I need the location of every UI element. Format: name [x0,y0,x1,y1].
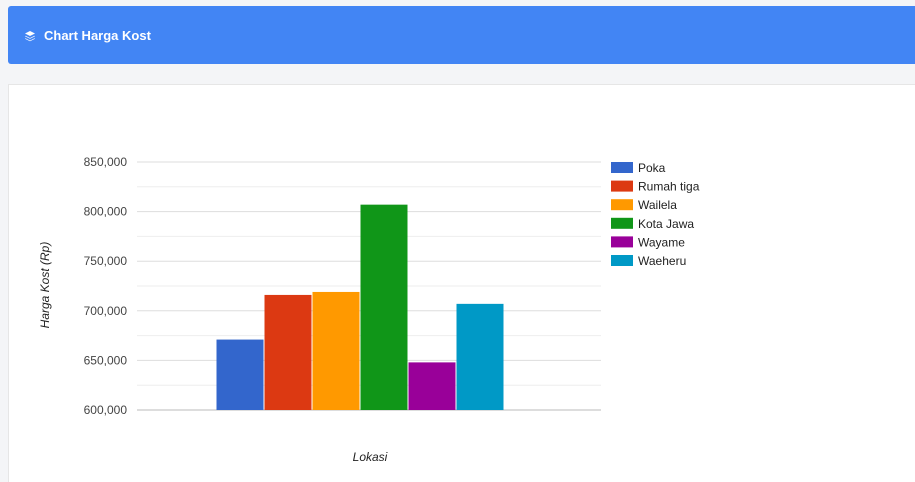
legend-swatch [611,180,633,192]
y-tick-label: 650,000 [84,353,128,367]
legend: Poka Rumah tiga Wailela Kota Jawa Wayame Waeh… [611,161,700,268]
bar-kota-jawa[interactable] [360,204,408,410]
legend-label: Kota Jawa [638,217,694,231]
legend-item[interactable]: Kota Jawa [611,217,694,231]
bar-chart: 600,000 650,000 700,000 750,000 800,000 850,0… [38,155,700,464]
y-tick-label: 750,000 [84,254,128,268]
bar-wayame[interactable] [408,362,456,410]
card-header: Chart Harga Kost [8,6,915,64]
legend-item[interactable]: Waeheru [611,254,686,268]
legend-swatch [611,199,633,211]
legend-label: Waeheru [638,254,686,268]
legend-label: Poka [638,161,666,175]
legend-item[interactable]: Poka [611,161,666,175]
legend-swatch [611,236,633,248]
legend-label: Wailela [638,198,677,212]
legend-swatch [611,217,633,229]
bar-waeheru[interactable] [456,303,504,410]
bar-wailela[interactable] [312,291,360,410]
legend-swatch [611,255,633,266]
page-title: Chart Harga Kost [44,27,151,43]
layers-icon [24,29,36,42]
legend-label: Wayame [638,235,685,249]
y-tick-label: 600,000 [84,403,128,417]
x-axis-label: Lokasi [353,450,388,464]
y-tick-label: 700,000 [84,304,128,318]
bars [216,204,504,410]
y-axis-label: Harga Kost (Rp) [38,242,52,329]
bar-rumah-tiga[interactable] [264,294,312,410]
y-tick-label: 850,000 [84,155,128,169]
legend-item[interactable]: Wayame [611,235,685,249]
legend-item[interactable]: Rumah tiga [611,180,700,194]
y-tick-label: 800,000 [84,205,128,219]
chart-card: 600,000 650,000 700,000 750,000 800,000 850,0… [8,84,915,482]
y-axis-ticks: 600,000 650,000 700,000 750,000 800,000 850,0… [84,155,128,417]
legend-swatch [611,162,633,173]
legend-item[interactable]: Wailela [611,198,677,212]
bar-poka[interactable] [216,339,264,410]
legend-label: Rumah tiga [638,180,700,194]
